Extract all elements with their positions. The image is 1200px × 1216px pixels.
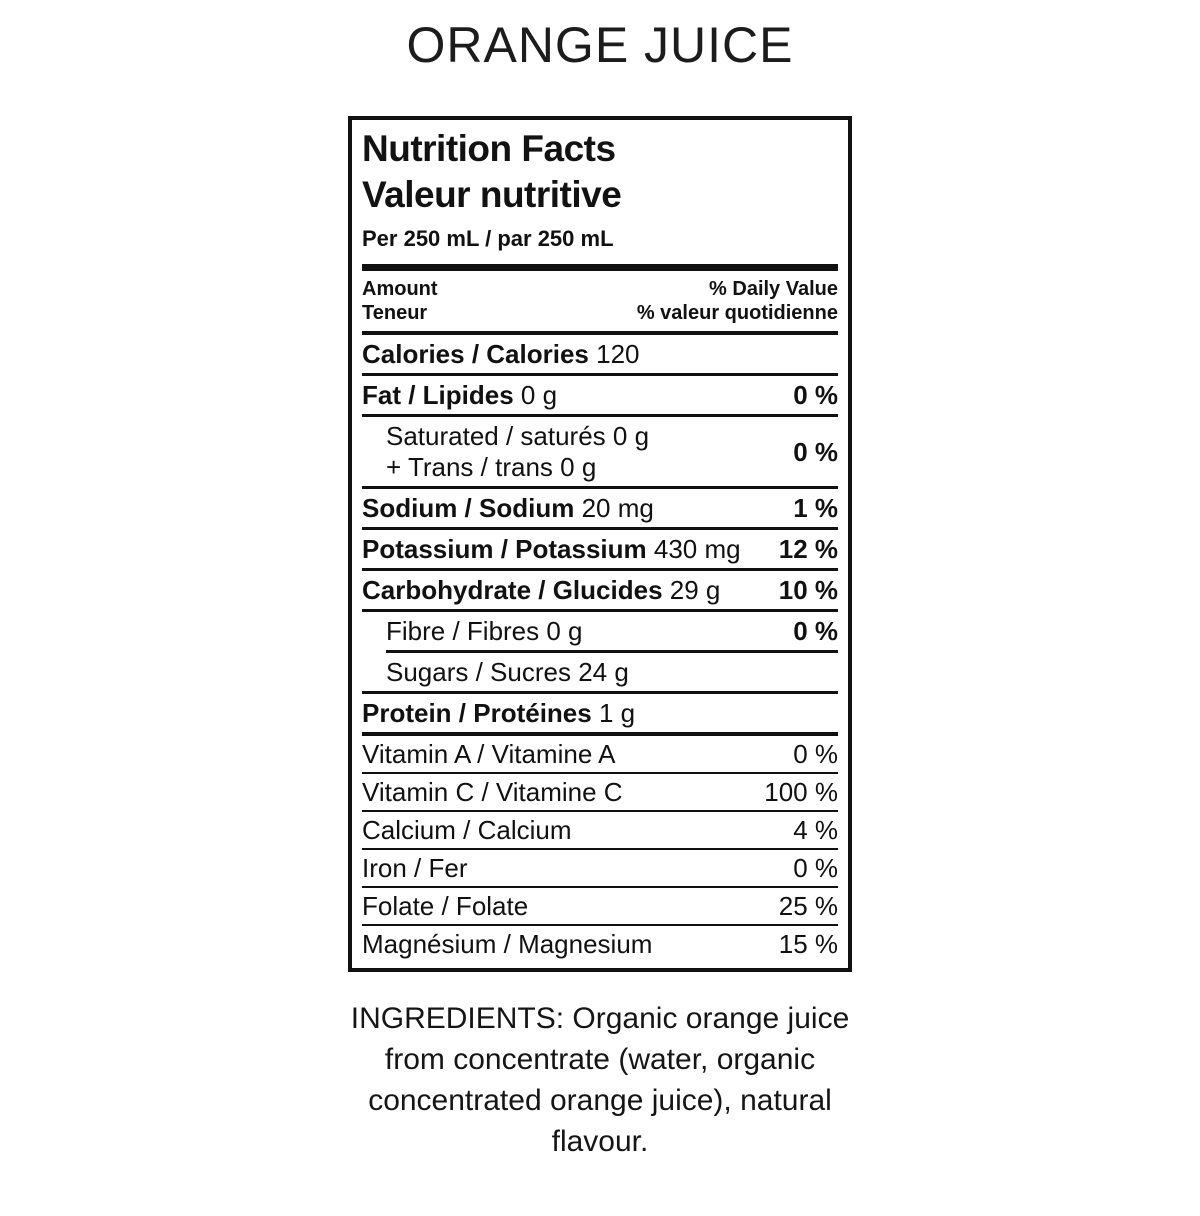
nutrient-name: Vitamin A / Vitamine A <box>362 739 785 770</box>
ingredients-line: from concentrate (water, organic <box>384 1043 816 1076</box>
ingredients-line: concentrated orange juice), natural <box>368 1084 832 1117</box>
daily-value-header-fr: % valeur quotidienne <box>636 302 838 324</box>
row-fat: Fat / Lipides 0 g 0 % <box>362 376 838 417</box>
daily-value: 12 % <box>778 534 838 564</box>
nutrient-name: Fat / Lipides 0 g <box>362 380 785 411</box>
label-title-en: Nutrition Facts <box>362 128 616 169</box>
nutrient-name: Sodium / Sodium 20 mg <box>362 493 785 524</box>
nutrient-amount: 0 g <box>513 380 558 410</box>
daily-value: 0 % <box>793 380 838 410</box>
daily-value: 0 % <box>793 853 838 883</box>
nutrient-label: Sodium / Sodium <box>362 493 575 523</box>
amount-header: Amount Teneur <box>362 277 438 325</box>
row-vitamin-a: Vitamin A / Vitamine A 0 % <box>362 736 838 774</box>
nutrient-amount: 430 mg <box>646 534 741 564</box>
nutrient-amount: 20 mg <box>574 493 654 523</box>
nutrient-name: Calories / Calories 120 <box>362 339 830 370</box>
nutrient-label: Fibre / Fibres 0 g <box>386 616 583 646</box>
nutrient-amount: 120 <box>588 339 640 369</box>
nutrient-name: Magnésium / Magnesium <box>362 929 771 960</box>
row-iron: Iron / Fer 0 % <box>362 850 838 888</box>
nutrient-amount: 29 g <box>662 575 721 605</box>
nutrient-label: Vitamin A / Vitamine A <box>362 739 616 769</box>
nutrient-amount: 1 g <box>591 698 636 728</box>
row-calcium: Calcium / Calcium 4 % <box>362 812 838 850</box>
daily-value: 25 % <box>778 891 838 921</box>
daily-value: 0 % <box>793 616 838 646</box>
column-headers: Amount Teneur % Daily Value % valeur quo… <box>362 271 838 331</box>
daily-value: 0 % <box>793 739 838 769</box>
nutrient-label: Fat / Lipides <box>362 380 514 410</box>
page-title: ORANGE JUICE <box>406 17 794 73</box>
row-magnesium: Magnésium / Magnesium 15 % <box>362 926 838 964</box>
row-calories: Calories / Calories 120 <box>362 335 838 376</box>
label-title-fr: Valeur nutritive <box>362 174 622 215</box>
nutrient-label-line2: + Trans / trans 0 g <box>386 452 597 482</box>
amount-header-fr: Teneur <box>362 302 428 324</box>
daily-value: 10 % <box>778 575 838 605</box>
ingredients-text: INGREDIENTS: Organic orange juice from c… <box>320 998 880 1162</box>
nutrient-label: Calcium / Calcium <box>362 815 572 845</box>
row-saturated-trans: Saturated / saturés 0 g + Trans / trans … <box>362 417 838 489</box>
row-sodium: Sodium / Sodium 20 mg 1 % <box>362 489 838 530</box>
daily-value-header: % Daily Value % valeur quotidienne <box>637 277 838 325</box>
row-folate: Folate / Folate 25 % <box>362 888 838 926</box>
nutrient-label: Vitamin C / Vitamine C <box>362 777 623 807</box>
nutrient-name: Potassium / Potassium 430 mg <box>362 534 771 565</box>
nutrient-label: Potassium / Potassium <box>362 534 647 564</box>
nutrient-label: Folate / Folate <box>362 891 529 921</box>
ingredients-line: INGREDIENTS: Organic orange juice <box>350 1002 850 1035</box>
nutrient-label-line1: Saturated / saturés 0 g <box>386 421 650 451</box>
row-potassium: Potassium / Potassium 430 mg 12 % <box>362 530 838 571</box>
nutrient-name: Calcium / Calcium <box>362 815 785 846</box>
nutrition-facts-label: Nutrition Facts Valeur nutritive Per 250… <box>348 116 852 972</box>
row-vitamin-c: Vitamin C / Vitamine C 100 % <box>362 774 838 812</box>
divider-indented <box>386 650 838 653</box>
daily-value: 4 % <box>793 815 838 845</box>
daily-value: 0 % <box>793 436 838 467</box>
daily-value: 15 % <box>778 929 838 959</box>
nutrient-name: Carbohydrate / Glucides 29 g <box>362 575 771 606</box>
row-sugars: Sugars / Sucres 24 g <box>362 653 838 694</box>
nutrient-name: Protein / Protéines 1 g <box>362 698 830 729</box>
nutrient-name: Fibre / Fibres 0 g <box>362 616 785 647</box>
daily-value-header-en: % Daily Value <box>709 278 838 300</box>
nutrient-label: Iron / Fer <box>362 853 468 883</box>
nutrient-label: Magnésium / Magnesium <box>362 929 653 959</box>
amount-header-en: Amount <box>362 278 438 300</box>
serving-size: Per 250 mL / par 250 mL <box>362 226 614 251</box>
row-carbohydrate: Carbohydrate / Glucides 29 g 10 % <box>362 571 838 612</box>
nutrient-label: Carbohydrate / Glucides <box>362 575 663 605</box>
ingredients-line: flavour. <box>551 1125 649 1158</box>
daily-value: 1 % <box>793 493 838 523</box>
nutrient-name: Sugars / Sucres 24 g <box>362 657 830 688</box>
nutrient-label: Protein / Protéines <box>362 698 592 728</box>
row-fibre: Fibre / Fibres 0 g 0 % <box>362 612 838 650</box>
divider-medium <box>362 331 838 335</box>
row-protein: Protein / Protéines 1 g <box>362 694 838 736</box>
daily-value: 100 % <box>764 777 838 807</box>
nutrient-label: Sugars / Sucres 24 g <box>386 657 629 687</box>
nutrient-name: Iron / Fer <box>362 853 785 884</box>
nutrient-name: Vitamin C / Vitamine C <box>362 777 756 808</box>
divider-thick <box>362 264 838 271</box>
nutrient-label: Calories / Calories <box>362 339 589 369</box>
nutrient-name: Saturated / saturés 0 g + Trans / trans … <box>362 421 785 483</box>
nutrient-name: Folate / Folate <box>362 891 771 922</box>
